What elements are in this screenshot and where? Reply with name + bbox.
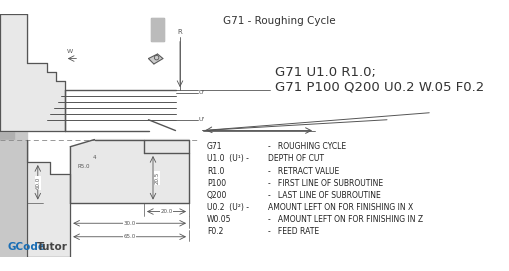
Text: 20.0: 20.0 [160, 209, 173, 214]
Text: G71 U1.0 R1.0;: G71 U1.0 R1.0; [274, 66, 375, 79]
Text: U': U' [199, 117, 205, 122]
Text: -   LAST LINE OF SUBROUTINE: - LAST LINE OF SUBROUTINE [268, 191, 381, 200]
Text: P100: P100 [207, 179, 226, 188]
Text: R5.0: R5.0 [77, 164, 90, 169]
Text: U1.0  (U¹) -: U1.0 (U¹) - [207, 154, 249, 163]
Polygon shape [70, 140, 189, 202]
Text: -   FEED RATE: - FEED RATE [268, 227, 319, 236]
Text: Tutor: Tutor [37, 242, 68, 252]
Text: -   AMOUNT LEFT ON FOR FINISHING IN Z: - AMOUNT LEFT ON FOR FINISHING IN Z [268, 215, 423, 224]
Text: G71: G71 [207, 142, 222, 151]
Text: G71 P100 Q200 U0.2 W.05 F0.2: G71 P100 Q200 U0.2 W.05 F0.2 [274, 81, 484, 94]
Polygon shape [0, 140, 27, 257]
Polygon shape [27, 140, 70, 257]
Text: GCode: GCode [7, 242, 45, 252]
Polygon shape [0, 14, 65, 131]
Text: F0.2: F0.2 [207, 227, 223, 236]
Text: DEPTH OF CUT: DEPTH OF CUT [268, 154, 324, 163]
Text: R1.0: R1.0 [207, 167, 224, 176]
Text: 60.0: 60.0 [35, 177, 40, 189]
Polygon shape [149, 54, 163, 64]
Polygon shape [0, 14, 14, 257]
Text: 20.5: 20.5 [155, 172, 160, 184]
Text: U': U' [199, 90, 205, 95]
Text: -   FIRST LINE OF SUBROUTINE: - FIRST LINE OF SUBROUTINE [268, 179, 383, 188]
Text: AMOUNT LEFT ON FOR FINISHING IN X: AMOUNT LEFT ON FOR FINISHING IN X [268, 203, 413, 212]
Polygon shape [151, 18, 164, 41]
Text: R: R [178, 28, 182, 34]
Text: 4: 4 [93, 155, 96, 160]
Text: -   RETRACT VALUE: - RETRACT VALUE [268, 167, 340, 176]
Text: G71 - Roughing Cycle: G71 - Roughing Cycle [223, 16, 335, 26]
Text: 65.0: 65.0 [124, 234, 136, 239]
Text: Q200: Q200 [207, 191, 228, 200]
Text: W0.05: W0.05 [207, 215, 232, 224]
Text: -   ROUGHING CYCLE: - ROUGHING CYCLE [268, 142, 346, 151]
Text: W: W [67, 49, 73, 54]
Text: U0.2  (U²) -: U0.2 (U²) - [207, 203, 249, 212]
Text: 30.0: 30.0 [124, 221, 136, 226]
Polygon shape [0, 14, 27, 257]
